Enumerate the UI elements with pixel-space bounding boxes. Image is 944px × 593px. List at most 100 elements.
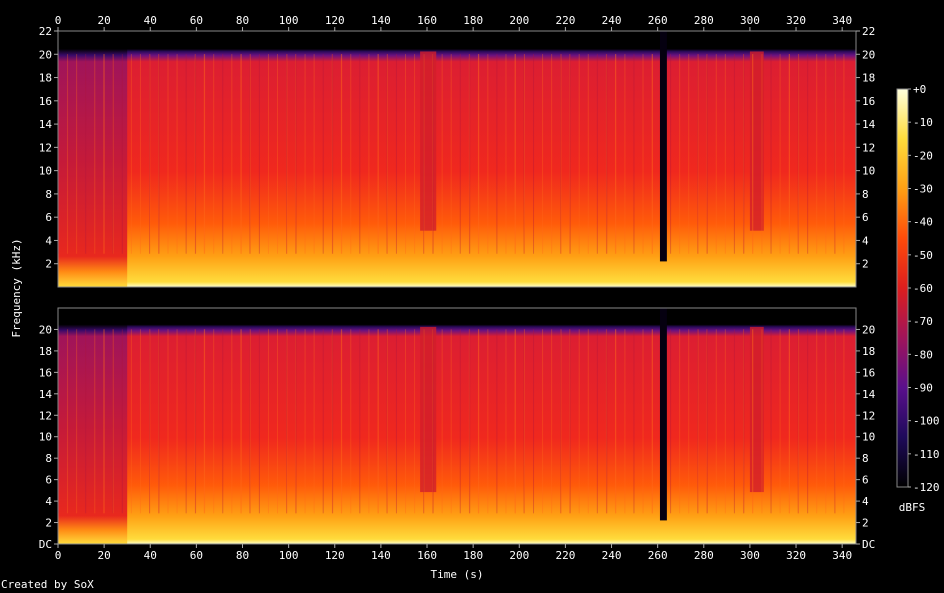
texture-streak xyxy=(651,329,653,514)
texture-streak xyxy=(569,54,571,254)
x-tick-label: 100 xyxy=(279,549,299,562)
texture-streak xyxy=(715,329,717,514)
texture-streak xyxy=(752,54,754,254)
low-energy-dip xyxy=(420,51,437,231)
texture-streak xyxy=(112,329,114,514)
texture-streak xyxy=(514,54,516,254)
x-tick-label: 0 xyxy=(55,14,62,27)
texture-streak xyxy=(743,329,745,514)
texture-streak xyxy=(76,54,78,254)
texture-streak xyxy=(651,54,653,254)
texture-streak xyxy=(496,54,498,254)
texture-streak xyxy=(523,329,525,514)
texture-streak xyxy=(195,54,197,254)
y-tick-label: 2 xyxy=(45,517,52,530)
quiet-intro-region xyxy=(58,31,128,287)
texture-streak xyxy=(295,54,297,254)
y-tick-label: 20 xyxy=(862,323,875,336)
texture-streak xyxy=(834,329,836,514)
y-tick-label: 18 xyxy=(39,345,52,358)
texture-streak xyxy=(231,54,233,254)
texture-streak xyxy=(742,54,744,254)
texture-streak xyxy=(286,54,288,254)
y-tick-label: 2 xyxy=(862,258,869,271)
y-tick-label: DC xyxy=(862,538,875,551)
texture-streak xyxy=(651,329,653,514)
texture-streak xyxy=(249,54,251,254)
texture-streak xyxy=(468,329,470,514)
x-tick-label: 80 xyxy=(236,14,249,27)
texture-streak xyxy=(340,54,342,254)
texture-streak xyxy=(195,329,197,514)
x-tick-label: 80 xyxy=(236,549,249,562)
texture-streak xyxy=(587,329,589,514)
texture-streak xyxy=(798,329,800,514)
texture-streak xyxy=(505,54,507,254)
texture-streak xyxy=(423,329,425,514)
texture-streak xyxy=(149,329,151,514)
silent-gap xyxy=(659,308,667,521)
y-tick-label: 18 xyxy=(862,345,875,358)
texture-streak xyxy=(432,329,434,514)
y-tick-label: 14 xyxy=(39,388,53,401)
texture-streak xyxy=(377,329,379,514)
texture-streak xyxy=(459,54,461,254)
low-energy-dip xyxy=(420,326,437,493)
texture-streak xyxy=(679,329,681,514)
x-tick-label: 300 xyxy=(740,14,760,27)
texture-streak xyxy=(103,54,105,254)
texture-streak xyxy=(313,54,315,254)
texture-streak xyxy=(249,54,251,254)
y-tick-label: 4 xyxy=(45,495,52,508)
texture-streak xyxy=(204,54,206,254)
texture-streak xyxy=(724,329,726,514)
texture-streak xyxy=(423,54,425,254)
texture-streak xyxy=(386,54,388,254)
y-tick-label: DC xyxy=(39,538,52,551)
colorbar-tick-label: -110 xyxy=(913,448,940,461)
texture-streak xyxy=(816,54,818,254)
y-tick-label: 14 xyxy=(862,388,876,401)
x-tick-label: 240 xyxy=(602,14,622,27)
texture-streak xyxy=(578,54,580,254)
texture-streak xyxy=(377,54,379,254)
texture-streak xyxy=(523,329,525,514)
y-tick-label: 14 xyxy=(39,118,53,131)
texture-streak xyxy=(295,329,297,514)
texture-streak xyxy=(770,329,772,514)
colorbar-tick-label: -80 xyxy=(913,348,933,361)
texture-streak xyxy=(797,54,799,254)
texture-streak xyxy=(761,54,763,254)
colorbar-tick-label: -70 xyxy=(913,315,933,328)
x-tick-label: 320 xyxy=(786,549,806,562)
texture-streak xyxy=(203,54,205,254)
x-tick-label: 220 xyxy=(555,549,575,562)
texture-streak xyxy=(578,329,580,514)
texture-streak xyxy=(331,54,333,254)
texture-streak xyxy=(94,54,96,254)
y-tick-label: 8 xyxy=(45,452,52,465)
colorbar-group: +0 -10 -20 -30 -40 -50 -60 -70 -80 -90 -100 -110 -12… xyxy=(896,83,940,494)
y-tick-label: 16 xyxy=(39,366,52,379)
y-tick-label: 8 xyxy=(862,452,869,465)
y-tick-label: 20 xyxy=(39,323,52,336)
texture-streak xyxy=(130,329,132,514)
texture-streak xyxy=(423,54,425,254)
texture-streak xyxy=(341,54,343,254)
texture-streak xyxy=(194,54,196,254)
texture-streak xyxy=(368,54,370,254)
texture-streak xyxy=(149,54,151,254)
texture-streak xyxy=(779,54,781,254)
texture-streak xyxy=(295,329,297,514)
texture-streak xyxy=(825,329,827,514)
texture-streak xyxy=(204,329,206,514)
texture-streak xyxy=(468,54,470,254)
y-tick-label: 8 xyxy=(862,188,869,201)
texture-streak xyxy=(76,329,78,514)
texture-streak xyxy=(798,54,800,254)
texture-streak xyxy=(688,329,690,514)
texture-streak xyxy=(605,54,607,254)
texture-streak xyxy=(213,329,215,514)
x-tick-label: 40 xyxy=(144,14,157,27)
texture-streak xyxy=(560,54,562,254)
